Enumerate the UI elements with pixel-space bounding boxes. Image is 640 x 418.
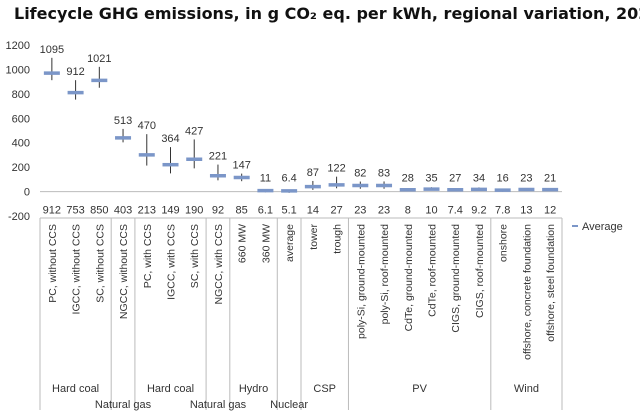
min-value-label: 23 [354, 205, 366, 217]
max-value-label: 1021 [87, 53, 111, 65]
min-value-label: 912 [43, 205, 61, 217]
min-value-label: 13 [520, 205, 532, 217]
y-tick-label: 1200 [6, 40, 30, 52]
max-value-label: 35 [425, 173, 437, 185]
category-label: offshore, concrete foundation [521, 224, 533, 360]
min-value-label: 6.1 [258, 205, 273, 217]
max-value-label: 28 [402, 173, 414, 185]
category-label: trough [332, 224, 344, 254]
max-value-label: 34 [473, 173, 485, 185]
group-label: CSP [313, 383, 336, 395]
min-value-label: 753 [66, 205, 84, 217]
category-label: CdTe, ground-mounted [403, 224, 415, 332]
max-value-label: 513 [114, 115, 132, 127]
max-value-label: 1095 [40, 44, 64, 56]
y-tick-label: -200 [8, 211, 30, 223]
group-label: Hydro [239, 383, 268, 395]
category-label: 360 MW [260, 224, 272, 263]
group-label: Natural gas [190, 399, 247, 411]
category-label: IGCC, without CCS [71, 224, 83, 314]
category-label: offshore, steel foundation [545, 224, 557, 342]
min-value-label: 149 [161, 205, 179, 217]
category-label: onshore [498, 224, 510, 262]
min-value-label: 14 [307, 205, 319, 217]
category-label: PC, with CCS [142, 224, 154, 288]
max-value-label: 427 [185, 125, 203, 137]
group-label: Nuclear [270, 399, 308, 411]
max-value-label: 83 [378, 167, 390, 179]
max-value-label: 122 [327, 163, 345, 175]
category-label: 660 MW [237, 224, 249, 263]
max-value-label: 82 [354, 168, 366, 180]
group-label: Hard coal [147, 383, 194, 395]
max-value-label: 16 [497, 173, 509, 185]
category-label: CIGS, ground-mounted [450, 224, 462, 333]
category-label: SC, without CCS [94, 224, 106, 303]
y-tick-label: 800 [12, 89, 30, 101]
max-value-label: 23 [520, 173, 532, 185]
min-value-label: 7.4 [448, 205, 463, 217]
group-label: PV [412, 383, 427, 395]
category-label: SC, with CCS [189, 224, 201, 288]
min-value-label: 8 [405, 205, 411, 217]
min-value-label: 190 [185, 205, 203, 217]
y-tick-label: 200 [12, 162, 30, 174]
min-value-label: 10 [425, 205, 437, 217]
min-value-label: 850 [90, 205, 108, 217]
category-label: poly-Si, roof-mounted [379, 224, 391, 325]
min-value-label: 12 [544, 205, 556, 217]
y-tick-label: 400 [12, 138, 30, 150]
category-label: tower [308, 224, 320, 250]
min-value-label: 403 [114, 205, 132, 217]
min-value-label: 5.1 [281, 205, 296, 217]
category-label: NGCC, without CCS [118, 224, 130, 319]
min-value-label: 92 [212, 205, 224, 217]
group-label: Wind [514, 383, 539, 395]
min-value-label: 213 [138, 205, 156, 217]
max-value-label: 87 [307, 167, 319, 179]
min-value-label: 7.8 [495, 205, 510, 217]
min-value-label: 85 [236, 205, 248, 217]
group-label: Hard coal [52, 383, 99, 395]
legend-average-label: Average [582, 221, 623, 233]
max-value-label: 364 [161, 133, 179, 145]
chart-title: Lifecycle GHG emissions, in g CO₂ eq. pe… [14, 4, 640, 23]
max-value-label: 912 [66, 66, 84, 78]
category-label: average [284, 224, 296, 262]
y-tick-label: 0 [24, 187, 30, 199]
group-label: Natural gas [95, 399, 152, 411]
category-label: CdTe, roof-mounted [427, 224, 439, 317]
max-value-label: 21 [544, 173, 556, 185]
max-value-label: 221 [209, 151, 227, 163]
category-label: IGCC, with CCS [166, 224, 178, 300]
category-label: PC, without CCS [47, 224, 59, 303]
max-value-label: 470 [138, 120, 156, 132]
min-value-label: 9.2 [471, 205, 486, 217]
max-value-label: 6.4 [281, 173, 296, 185]
min-value-label: 27 [330, 205, 342, 217]
category-label: NGCC, with CCS [213, 224, 225, 305]
max-value-label: 147 [233, 160, 251, 172]
category-label: poly-Si, ground-mounted [355, 224, 367, 339]
max-value-label: 27 [449, 173, 461, 185]
max-value-label: 11 [260, 173, 271, 185]
y-tick-label: 600 [12, 113, 30, 125]
y-tick-label: 1000 [6, 64, 30, 76]
min-value-label: 23 [378, 205, 390, 217]
category-label: CIGS, roof-mounted [474, 224, 486, 318]
